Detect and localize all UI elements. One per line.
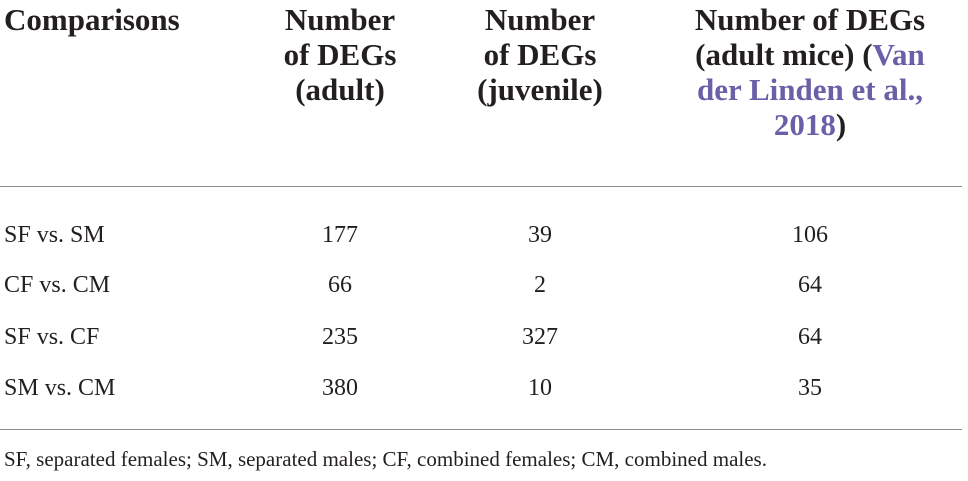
cell-adult: 235	[322, 324, 358, 350]
cell-adult-mice: 35	[798, 375, 822, 401]
cell-juvenile: 39	[528, 222, 552, 248]
header-degs-juvenile-line: (juvenile)	[477, 72, 603, 107]
table-row: SM vs. CM 380 10 35	[0, 373, 962, 403]
cell-adult-mice: 64	[798, 324, 822, 350]
header-degs-juvenile: Number of DEGs (juvenile)	[455, 2, 625, 107]
header-degs-adult-mice-line: 2018)	[660, 107, 960, 142]
degs-table: Comparisons Number of DEGs (adult) Numbe…	[0, 0, 968, 471]
citation-link[interactable]: 2018	[773, 107, 836, 142]
header-degs-juvenile-line: of DEGs	[483, 37, 597, 72]
header-degs-adult-line: of DEGs	[283, 37, 397, 72]
header-text: (adult mice) (	[695, 37, 873, 72]
header-degs-adult: Number of DEGs (adult)	[255, 2, 425, 107]
table-header: Comparisons Number of DEGs (adult) Numbe…	[0, 0, 968, 186]
cell-juvenile: 327	[522, 324, 558, 350]
row-label: CF vs. CM	[4, 272, 111, 298]
header-degs-adult-mice-line: Number of DEGs	[694, 2, 926, 37]
cell-adult-mice: 64	[798, 272, 822, 298]
table-row: CF vs. CM 66 2 64	[0, 270, 962, 300]
header-comparisons-text: Comparisons	[4, 2, 180, 37]
header-comparisons: Comparisons	[4, 2, 244, 37]
header-degs-juvenile-line: Number	[484, 2, 596, 37]
cell-adult: 66	[328, 272, 352, 298]
table-footnote: SF, separated females; SM, separated mal…	[4, 447, 767, 471]
header-divider	[0, 186, 962, 187]
row-label: SM vs. CM	[4, 375, 116, 401]
cell-adult-mice: 106	[792, 222, 828, 248]
citation-link[interactable]: Van	[872, 37, 925, 72]
cell-adult: 177	[322, 222, 358, 248]
header-degs-adult-line: Number	[284, 2, 396, 37]
header-degs-adult-mice-line: (adult mice) (Van	[660, 37, 960, 72]
row-label: SF vs. SM	[4, 222, 105, 248]
citation-link[interactable]: der Linden et al.,	[697, 72, 923, 107]
table-row: SF vs. CF 235 327 64	[0, 322, 962, 352]
cell-juvenile: 10	[528, 375, 552, 401]
table-row: SF vs. SM 177 39 106	[0, 220, 962, 250]
header-text: )	[835, 107, 847, 142]
footer-divider	[0, 429, 962, 430]
cell-adult: 380	[322, 375, 358, 401]
row-label: SF vs. CF	[4, 324, 100, 350]
header-degs-adult-mice: Number of DEGs (adult mice) (Van der Lin…	[660, 2, 960, 142]
cell-juvenile: 2	[534, 272, 546, 298]
header-degs-adult-line: (adult)	[295, 72, 385, 107]
